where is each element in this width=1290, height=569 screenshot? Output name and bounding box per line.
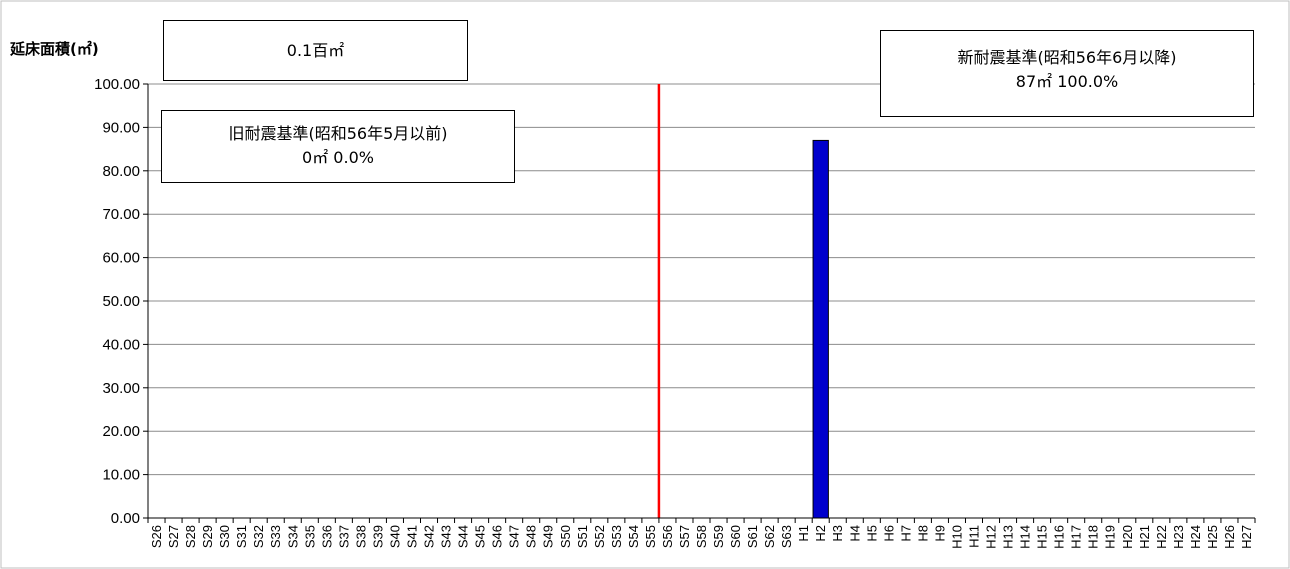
x-tick-label: S32 [251,525,266,548]
y-tick-label: 100.00 [94,76,140,93]
x-tick-label: H11 [966,525,981,548]
x-tick-label: H10 [949,525,964,549]
x-tick-label: H13 [1001,525,1016,549]
x-tick-label: S54 [626,525,641,548]
x-tick-label: H20 [1120,525,1135,549]
total-area-box: 0.1百㎡ [163,20,468,81]
axes [147,84,1255,519]
x-tick-label: H1 [796,525,811,542]
x-tick-label: S30 [217,525,232,548]
x-tick-label: S42 [422,525,437,548]
old-standard-title: 旧耐震基準(昭和56年5月以前) [228,124,448,143]
new-standard-title: 新耐震基準(昭和56年6月以降) [957,48,1177,67]
new-standard-box: 新耐震基準(昭和56年6月以降) 87㎡ 100.0% [880,30,1254,117]
old-standard-box: 旧耐震基準(昭和56年5月以前) 0㎡ 0.0% [161,110,515,183]
x-tick-label: S39 [370,525,385,548]
y-tick-label: 10.00 [102,467,140,484]
bars [812,139,829,519]
x-tick-label: S40 [387,525,402,548]
x-tick-label: H14 [1018,525,1033,549]
x-tick-label: H18 [1086,525,1101,549]
x-tick-label: S56 [660,525,675,548]
x-tick-label: S48 [524,525,539,548]
x-tick-label: S47 [507,525,522,548]
x-tick-label: S52 [592,525,607,548]
x-tick-label: H17 [1069,525,1084,549]
y-axis-ticks: 0.00 10.00 20.00 30.00 40.00 50.00 60.00 70.00 8… [94,76,148,527]
x-tick-label: S53 [609,525,624,548]
x-tick-label: H2 [813,525,828,542]
x-tick-label: S62 [762,525,777,548]
y-tick-label: 20.00 [102,423,140,440]
x-tick-label: H25 [1205,525,1220,549]
x-tick-label: H8 [915,525,930,542]
x-tick-label: H15 [1035,525,1050,549]
x-tick-label: S50 [558,525,573,548]
total-area-text: 0.1百㎡ [286,41,345,60]
y-tick-label: 30.00 [102,380,140,397]
x-tick-label: S41 [404,525,419,548]
x-tick-label: H3 [830,525,845,542]
x-tick-label: H24 [1188,525,1203,549]
x-tick-label: S46 [490,525,505,548]
y-tick-label: 0.00 [111,510,140,527]
x-tick-label: S27 [166,525,181,548]
x-tick-label: S44 [456,525,471,548]
new-standard-value: 87㎡ 100.0% [1015,72,1119,91]
x-tick-label: H6 [881,525,896,542]
x-tick-label: S28 [183,525,198,548]
x-tick-label: H12 [984,525,999,549]
x-tick-label: S57 [677,525,692,548]
x-axis-ticks: S26 S27 S28 S29 S30 S31 S32 S33 S34 S35 S36 S37 S38 S… [147,518,1256,549]
x-tick-label: S31 [234,525,249,548]
bar [812,139,829,519]
old-standard-value: 0㎡ 0.0% [302,148,374,167]
y-axis-label: 延床面積(㎡) [10,40,99,58]
x-tick-label: H5 [864,525,879,542]
x-tick-label: H19 [1103,525,1118,549]
y-tick-label: 70.00 [102,206,140,223]
x-tick-label: S55 [643,525,658,548]
x-tick-label: S38 [353,525,368,548]
x-tick-label: H4 [847,525,862,542]
x-tick-label: S60 [728,525,743,548]
y-tick-label: 80.00 [102,163,140,180]
x-tick-label: H23 [1171,525,1186,549]
y-tick-label: 40.00 [102,336,140,353]
y-tick-label: 50.00 [102,293,140,310]
x-tick-label: H16 [1052,525,1067,549]
x-tick-label: S49 [541,525,556,548]
x-tick-label: S26 [149,525,164,548]
x-tick-label: S51 [575,525,590,548]
x-tick-label: H9 [932,525,947,542]
y-tick-label: 90.00 [102,119,140,136]
x-tick-label: S58 [694,525,709,548]
x-tick-label: S61 [745,525,760,548]
x-tick-label: S33 [268,525,283,548]
x-tick-label: S37 [336,525,351,548]
x-tick-label: H21 [1137,525,1152,549]
y-tick-label: 60.00 [102,250,140,267]
x-tick-label: S34 [285,525,300,548]
x-tick-label: S43 [439,525,454,548]
x-tick-label: H22 [1154,525,1169,549]
x-tick-label: S36 [319,525,334,548]
x-tick-label: H7 [898,525,913,542]
x-tick-label: S45 [473,525,488,548]
x-tick-label: S59 [711,525,726,548]
x-tick-label: H27 [1239,525,1254,549]
x-tick-label: H26 [1222,525,1237,549]
x-tick-label: S63 [779,525,794,548]
x-tick-label: S29 [200,525,215,548]
x-tick-label: S35 [302,525,317,548]
